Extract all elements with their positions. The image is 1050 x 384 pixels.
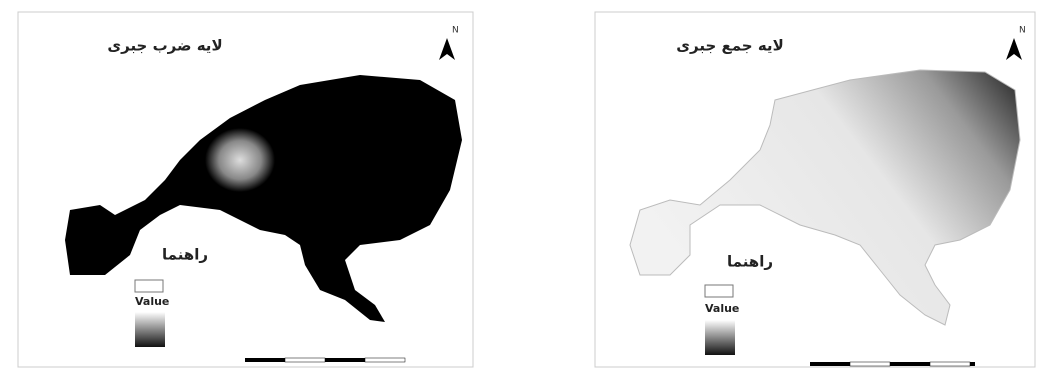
raster-layer bbox=[65, 75, 462, 322]
raster-hotspot bbox=[205, 128, 275, 192]
legend-heading: راهنما bbox=[727, 253, 773, 271]
legend-field: Value bbox=[705, 302, 739, 315]
raster-layer bbox=[630, 70, 1020, 325]
north-label: N bbox=[452, 26, 459, 36]
legend-ramp bbox=[135, 312, 165, 347]
north-arrow bbox=[439, 38, 455, 60]
map-title: لایه ضرب جبری bbox=[107, 37, 222, 55]
legend-field: Value bbox=[135, 295, 169, 308]
legend-swatch bbox=[135, 280, 163, 292]
map-title: لایه جمع جبری bbox=[676, 37, 783, 55]
legend-swatch bbox=[705, 285, 733, 297]
map-page: لایه ضرب جبری N راهنما Value لایه جمع جب… bbox=[0, 0, 1050, 380]
map-panel: لایه ضرب جبری N راهنما Value bbox=[18, 12, 473, 367]
map-panel: لایه جمع جبری N راهنما Value bbox=[595, 12, 1035, 367]
legend-heading: راهنما bbox=[162, 246, 208, 264]
legend-ramp bbox=[705, 320, 735, 355]
north-arrow bbox=[1006, 38, 1022, 60]
scale-bar bbox=[810, 362, 975, 366]
scale-bar bbox=[245, 358, 405, 362]
north-label: N bbox=[1019, 26, 1026, 36]
